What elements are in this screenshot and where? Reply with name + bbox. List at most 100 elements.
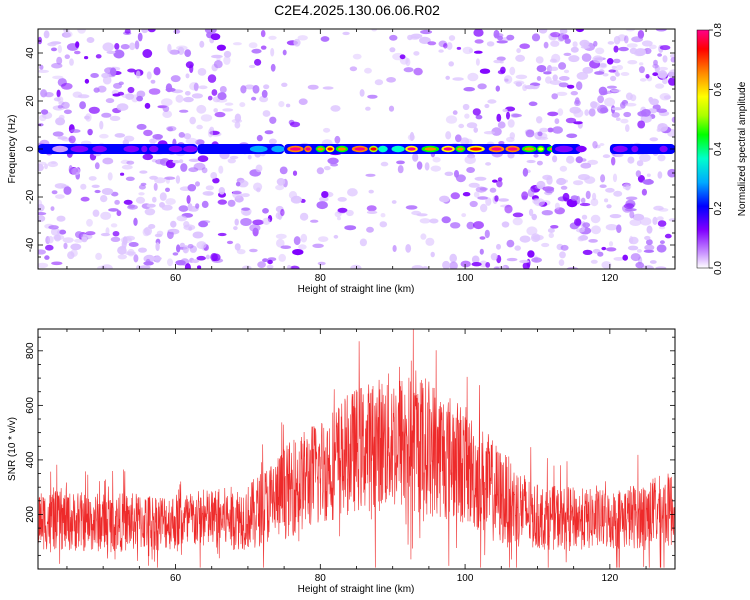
noise-blob (599, 143, 605, 146)
noise-blob (536, 136, 549, 141)
noise-blob (656, 244, 667, 253)
noise-blob (88, 106, 100, 114)
noise-blob (519, 43, 530, 49)
noise-blob (63, 31, 73, 38)
noise-blob (70, 243, 82, 251)
noise-blob (515, 54, 525, 62)
noise-blob (285, 103, 291, 108)
noise-blob (563, 197, 570, 202)
noise-blob (566, 133, 578, 139)
noise-blob (430, 165, 441, 172)
noise-blob (175, 94, 184, 103)
noise-blob (485, 162, 492, 166)
noise-blob (135, 196, 146, 204)
noise-blob (529, 82, 541, 86)
noise-blob (511, 113, 522, 118)
noise-blob (365, 106, 371, 111)
noise-blob (577, 236, 585, 242)
noise-blob (644, 235, 651, 241)
noise-blob (496, 113, 502, 122)
noise-blob (57, 45, 62, 54)
noise-blob (47, 161, 59, 168)
noise-blob (551, 53, 561, 63)
noise-blob (88, 176, 97, 181)
noise-blob (565, 117, 577, 124)
noise-blob (298, 98, 308, 105)
noise-blob (480, 203, 488, 213)
noise-blob (439, 195, 450, 203)
noise-blob (53, 97, 61, 102)
x-tick-label: 80 (315, 573, 327, 584)
noise-blob (425, 237, 435, 246)
band-core (305, 147, 311, 151)
noise-blob (249, 248, 258, 253)
noise-blob (133, 254, 139, 263)
noise-blob (77, 94, 90, 99)
noise-blob (411, 265, 424, 269)
noise-blob (380, 161, 389, 167)
noise-blob (547, 111, 559, 117)
band-blob (92, 145, 107, 153)
noise-blob (211, 253, 221, 262)
band-core (407, 147, 416, 151)
noise-blob (236, 249, 246, 255)
noise-blob (251, 96, 257, 101)
noise-blob (244, 84, 255, 90)
noise-blob (572, 41, 578, 48)
noise-blob (128, 242, 139, 247)
noise-blob (110, 236, 121, 242)
noise-blob (165, 87, 176, 92)
colorbar-tick-label: 0.4 (713, 142, 724, 156)
noise-blob (267, 259, 273, 265)
noise-blob (424, 162, 430, 171)
noise-blob (639, 62, 644, 66)
noise-blob (100, 195, 108, 203)
noise-blob (636, 249, 642, 253)
noise-blob (477, 196, 488, 200)
noise-blob (592, 55, 604, 64)
noise-blob (573, 180, 584, 186)
noise-blob (268, 35, 277, 40)
noise-blob (563, 69, 570, 74)
noise-blob (153, 182, 158, 191)
band-segment (284, 144, 552, 154)
noise-blob (337, 197, 347, 202)
noise-blob (167, 229, 179, 233)
noise-blob (397, 165, 404, 174)
noise-blob (495, 85, 500, 92)
noise-blob (600, 90, 613, 95)
noise-blob (136, 123, 147, 130)
noise-blob (533, 153, 539, 158)
noise-blob (124, 235, 135, 241)
noise-blob (84, 78, 90, 84)
noise-blob (142, 153, 154, 161)
noise-blob (539, 127, 549, 133)
band-core (457, 147, 464, 151)
noise-blob (365, 173, 376, 177)
noise-blob (450, 222, 461, 229)
noise-blob (262, 217, 271, 225)
noise-blob (121, 164, 133, 170)
noise-blob (288, 191, 298, 200)
noise-blob (590, 214, 601, 224)
noise-blob (134, 40, 140, 50)
noise-blob (657, 171, 663, 179)
noise-blob (479, 68, 491, 74)
noise-blob (536, 65, 547, 73)
noise-blob (150, 79, 156, 84)
noise-blob (479, 236, 486, 240)
noise-blob (475, 186, 487, 193)
noise-blob (549, 66, 559, 72)
noise-blob (519, 235, 531, 243)
noise-blob (261, 89, 268, 98)
noise-blob (264, 130, 274, 135)
noise-blob (399, 54, 406, 60)
y-tick-label: 200 (25, 506, 36, 523)
noise-blob (56, 215, 66, 222)
x-tick-label: 100 (457, 573, 474, 584)
noise-blob (278, 101, 285, 108)
noise-blob (460, 260, 471, 268)
noise-blob (506, 34, 515, 41)
noise-blob (116, 103, 129, 111)
noise-blob (110, 223, 118, 228)
